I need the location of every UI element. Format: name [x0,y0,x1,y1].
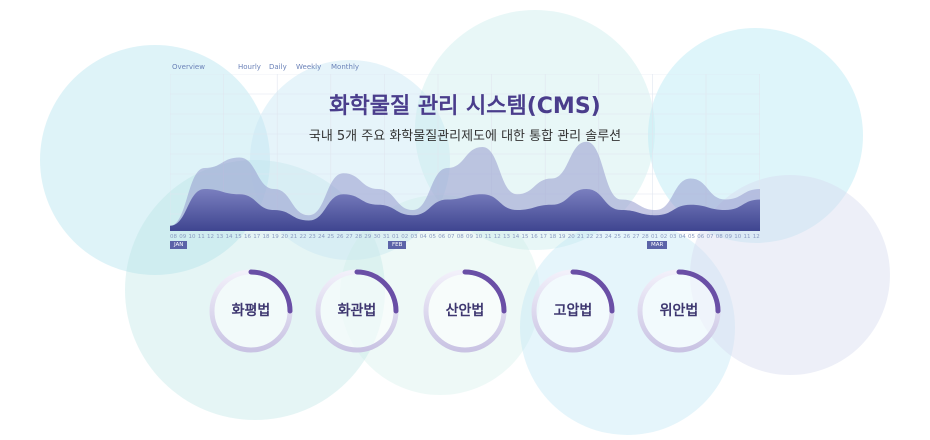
day-tick-label: 01 [392,234,399,240]
day-tick-label: 17 [253,234,261,240]
progress-ring-icon [209,269,293,353]
day-tick-label: 15 [521,234,529,240]
progress-ring-icon [637,269,721,353]
regulation-ring-4[interactable]: 고압법 [530,268,616,354]
day-tick-label: 27 [632,234,640,240]
day-tick-label: 14 [225,234,233,240]
day-tick-label: 10 [734,234,742,240]
day-tick-label: 10 [475,234,483,240]
day-tick-label: 08 [456,234,464,240]
day-tick-label: 24 [318,234,325,240]
regulation-label: 고압법 [553,303,593,319]
day-tick-label: 20 [281,234,288,240]
day-tick-label: 03 [410,234,418,240]
day-tick-label: 23 [595,234,603,240]
day-tick-label: 25 [614,234,621,240]
day-tick-label: 20 [567,234,575,240]
day-axis: 08 09 10 11 12 13 14 15 16 17 18 19 20 21 22 23 24 25 26 27… [170,234,762,244]
day-tick-label: 19 [271,234,279,240]
day-tick-label: 15 [234,234,242,240]
tab-monthly[interactable]: Monthly [331,63,360,71]
month-label-jan: JAN [170,241,188,249]
day-tick-label: 29 [364,234,372,240]
day-tick-label: 05 [688,234,695,240]
day-tick-label: 05 [429,234,436,240]
regulation-label: 화관법 [337,303,377,319]
month-label-mar: MAR [647,241,668,249]
day-tick-label: 11 [743,234,751,240]
regulation-label: 산안법 [445,303,485,319]
regulation-ring-1[interactable]: 화평법 [208,268,294,354]
day-tick-label: 26 [623,234,631,240]
day-tick-label: 08 [715,234,723,240]
area-series-2 [170,189,760,231]
page-title: 화학물질 관리 시스템(CMS) [329,94,601,119]
tab-hourly[interactable]: Hourly [238,63,261,71]
tab-weekly[interactable]: Weekly [296,63,322,71]
day-tick-label: 18 [262,234,270,240]
day-tick-label: 01 [651,234,658,240]
tab-daily[interactable]: Daily [269,63,287,71]
day-tick-label: 08 [170,234,177,240]
day-tick-label: 14 [512,234,520,240]
page-subtitle: 국내 5개 주요 화학물질관리제도에 대한 통합 관리 솔루션 [308,129,622,144]
day-tick-label: 24 [604,234,612,240]
regulation-ring-2[interactable]: 화관법 [314,268,400,354]
day-tick-label: 13 [503,234,510,240]
day-tick-label: 19 [558,234,566,240]
day-tick-label: 21 [577,234,584,240]
day-tick-label: 09 [466,234,473,240]
day-tick-label: 07 [447,234,455,240]
day-tick-label: 03 [669,234,677,240]
day-tick-label: 17 [540,234,547,240]
chart: Overview Hourly Daily Weekly Monthly [168,60,762,260]
day-tick-label: 11 [484,234,492,240]
month-label-feb: FEB [388,241,407,249]
area-chart [170,74,760,234]
day-tick-label: 11 [197,234,205,240]
tab-overview[interactable]: Overview [172,63,205,71]
regulation-ring-3[interactable]: 산안법 [422,268,508,354]
day-tick-label: 09 [179,234,187,240]
progress-ring-icon [531,269,615,353]
day-tick-label: 04 [419,234,427,240]
progress-ring-icon [423,269,507,353]
day-tick-label: 22 [586,234,594,240]
day-tick-label: 07 [706,234,714,240]
regulation-label: 위안법 [659,303,699,319]
day-tick-label: 12 [752,234,760,240]
day-tick-label: 26 [336,234,344,240]
day-tick-label: 16 [244,234,251,240]
day-tick-label: 13 [216,234,224,240]
day-tick-label: 21 [290,234,298,240]
day-tick-label: 02 [401,234,409,240]
day-tick-label: 28 [355,234,362,240]
day-tick-label: 25 [327,234,335,240]
day-tick-label: 27 [345,234,353,240]
day-tick-label: 10 [188,234,196,240]
day-tick-label: 04 [678,234,686,240]
day-tick-label: 23 [308,234,316,240]
day-tick-label: 12 [207,234,214,240]
day-tick-label: 09 [725,234,732,240]
day-tick-label: 30 [373,234,381,240]
day-tick-label: 12 [493,234,501,240]
day-tick-label: 28 [641,234,649,240]
regulation-label: 화평법 [231,303,271,319]
day-tick-label: 22 [299,234,307,240]
progress-ring-icon [315,269,399,353]
day-tick-label: 02 [660,234,668,240]
regulation-ring-5[interactable]: 위안법 [636,268,722,354]
day-tick-label: 31 [382,234,390,240]
day-tick-label: 16 [530,234,538,240]
day-tick-label: 06 [697,234,705,240]
day-tick-label: 06 [438,234,446,240]
day-tick-label: 18 [549,234,557,240]
